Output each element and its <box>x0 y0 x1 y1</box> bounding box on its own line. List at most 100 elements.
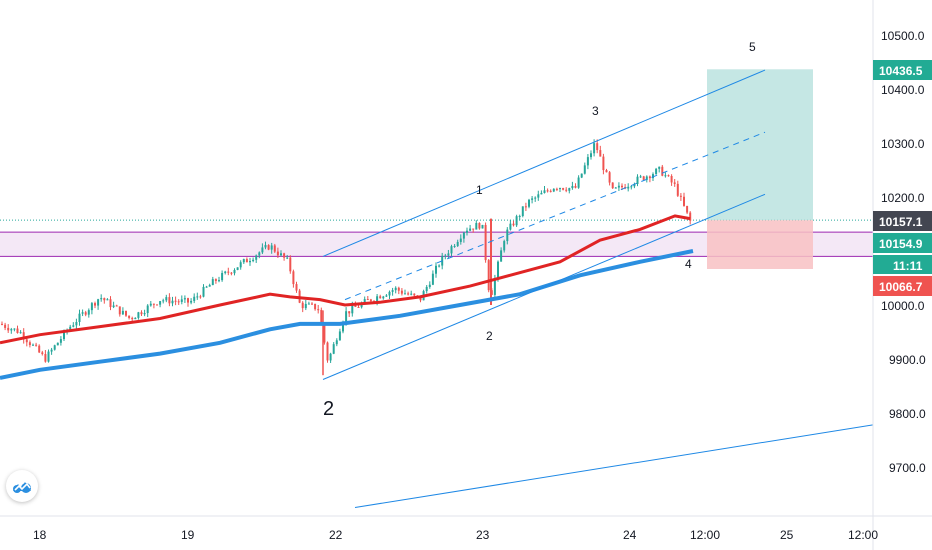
x-tick-label: 18 <box>33 528 47 542</box>
plot-area[interactable]: 1 2 3 4 5 2 <box>0 40 873 508</box>
candle-body <box>245 259 248 263</box>
candle-body <box>667 175 670 177</box>
candle-body <box>580 173 583 178</box>
candle-body <box>227 271 230 273</box>
wave-label-5: 5 <box>749 40 756 54</box>
candle-body <box>193 296 196 301</box>
candle-body <box>456 241 459 246</box>
candle-body <box>218 280 220 282</box>
wave-label-2: 2 <box>486 329 493 343</box>
candle-body <box>326 342 329 361</box>
candle-body <box>577 177 580 188</box>
candle-body <box>413 293 416 296</box>
candle-body <box>267 245 270 250</box>
candle-body <box>627 186 630 189</box>
candle-body <box>7 327 10 331</box>
candle-body <box>81 312 84 314</box>
candle-body <box>357 306 360 308</box>
candle-body <box>394 287 397 291</box>
candle-body <box>273 245 276 252</box>
candle-body <box>180 299 183 302</box>
candle-body <box>617 185 620 188</box>
x-tick-label: 22 <box>329 528 343 542</box>
candle-body <box>280 253 282 256</box>
candle-body <box>174 300 177 302</box>
candle-body <box>47 351 50 362</box>
candle-body <box>484 224 487 261</box>
candle-body <box>354 305 357 307</box>
x-tick-label: 23 <box>476 528 490 542</box>
candle-body <box>608 172 611 183</box>
candle-body <box>655 168 658 175</box>
candle-body <box>208 285 211 287</box>
candle-body <box>431 273 434 285</box>
y-tick-label: 10300.0 <box>881 137 925 151</box>
candle-body <box>348 311 351 314</box>
candle-body <box>41 352 44 355</box>
candle-body <box>648 176 651 179</box>
candle-body <box>574 185 577 188</box>
candle-body <box>475 223 478 230</box>
candle-body <box>332 344 335 354</box>
candle-body <box>190 300 193 303</box>
y-axis[interactable]: 10500.0 10400.0 10300.0 10200.0 10000.0 … <box>881 29 926 475</box>
candle-body <box>351 305 354 314</box>
x-axis[interactable]: 18 19 22 23 24 12:00 25 12:00 <box>33 528 878 542</box>
candle-body <box>679 195 682 197</box>
candle-body <box>78 313 81 323</box>
candle-body <box>586 157 589 166</box>
candle-body <box>69 326 72 331</box>
candle-body <box>16 328 19 333</box>
candle-body <box>304 303 307 309</box>
candle-body <box>583 165 586 174</box>
candle-body <box>661 166 664 176</box>
candle-body <box>307 303 310 305</box>
candle-body <box>165 297 168 301</box>
candle-body <box>590 153 592 158</box>
candle-body <box>199 296 202 298</box>
candle-body <box>382 296 385 299</box>
x-tick-label: 25 <box>780 528 794 542</box>
cloud-chart-icon <box>13 482 31 493</box>
candle-body <box>689 212 692 221</box>
candle-body <box>599 150 602 157</box>
candle-body <box>236 267 239 270</box>
candle-body <box>230 272 233 274</box>
candle-body <box>459 238 462 242</box>
candle-body <box>478 223 481 229</box>
candle-body <box>311 303 313 305</box>
candle-body <box>515 216 518 226</box>
countdown-tag-bg <box>873 255 932 274</box>
candle-body <box>555 188 558 190</box>
candle-body <box>481 224 484 229</box>
candle-body <box>593 143 596 154</box>
candle-body <box>400 290 403 294</box>
candle-body <box>140 312 143 315</box>
candle-body <box>109 299 112 308</box>
candle-body <box>562 188 565 190</box>
candle-body <box>645 176 648 180</box>
candle-body <box>503 241 506 251</box>
candle-body <box>118 306 121 315</box>
candle-body <box>652 174 654 179</box>
candle-body <box>611 182 614 189</box>
candle-body <box>28 342 31 346</box>
channel-upper-line <box>322 69 766 257</box>
long-trend-line <box>354 424 873 508</box>
candle-body <box>549 190 552 192</box>
candle-body <box>342 321 344 332</box>
candle-body <box>72 325 75 327</box>
x-tick-label: 12:00 <box>848 528 878 542</box>
candle-body <box>168 297 171 304</box>
tradingview-logo-icon[interactable] <box>6 470 38 502</box>
candle-body <box>369 299 372 302</box>
candle-body <box>466 230 468 233</box>
x-tick-label: 12:00 <box>690 528 720 542</box>
candle-body <box>283 253 286 258</box>
candle-body <box>115 305 118 307</box>
wave-labels-layer: 1 2 3 4 5 2 <box>323 40 756 420</box>
target-zone <box>707 69 813 221</box>
y-tick-label: 10500.0 <box>881 29 925 43</box>
candle-body <box>552 188 555 192</box>
